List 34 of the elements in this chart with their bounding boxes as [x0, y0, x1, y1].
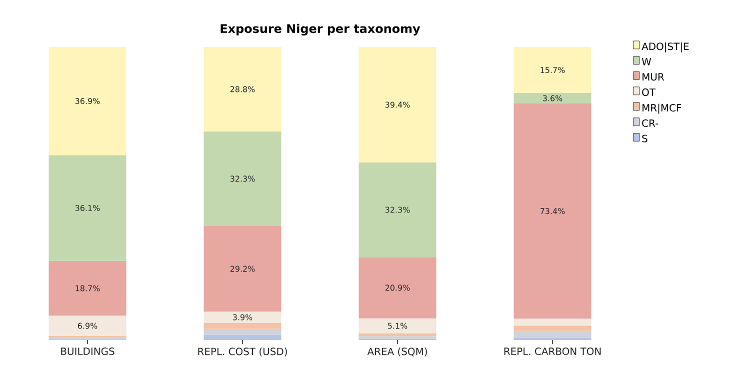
bar: [204, 131, 282, 226]
bar: [204, 226, 282, 312]
legend-label: CR-: [642, 119, 658, 127]
x-tick-label: REPL. CARBON TON: [504, 348, 601, 356]
bar: [358, 162, 436, 258]
bar: [48, 46, 126, 156]
bar: [514, 93, 592, 104]
bar: [514, 330, 592, 338]
bar: [514, 46, 592, 93]
bar: [514, 104, 592, 319]
legend-label: W: [642, 58, 652, 66]
bar: [358, 318, 436, 334]
legend-label: ADO|ST|E: [642, 42, 689, 52]
bar: [358, 257, 436, 318]
x-tick-label: REPL. COST (USD): [198, 348, 287, 356]
bar: [204, 46, 282, 132]
bar: [204, 334, 282, 340]
bar: [48, 260, 126, 316]
bar: [204, 312, 282, 324]
legend-label: MUR: [642, 73, 664, 81]
x-tick-label: AREA (SQM): [367, 348, 427, 356]
bar: [514, 318, 592, 326]
bar: [514, 326, 592, 331]
bar: [358, 336, 436, 339]
legend-label: OT: [642, 88, 656, 96]
bar: [48, 155, 126, 261]
bar: [204, 323, 282, 329]
bar: [48, 316, 126, 336]
bar: [204, 328, 282, 335]
x-tick-label: BUILDINGS: [61, 348, 114, 356]
legend-label: MR|MCF: [642, 104, 682, 114]
legend-label: S: [642, 134, 648, 142]
bar: [358, 46, 436, 162]
chart-title: Exposure Niger per taxonomy: [220, 24, 420, 36]
